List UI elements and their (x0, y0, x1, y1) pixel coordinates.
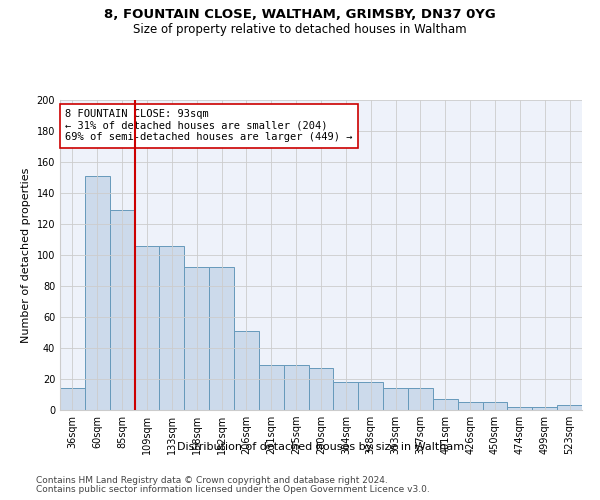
Text: 8 FOUNTAIN CLOSE: 93sqm
← 31% of detached houses are smaller (204)
69% of semi-d: 8 FOUNTAIN CLOSE: 93sqm ← 31% of detache… (65, 110, 353, 142)
Text: 8, FOUNTAIN CLOSE, WALTHAM, GRIMSBY, DN37 0YG: 8, FOUNTAIN CLOSE, WALTHAM, GRIMSBY, DN3… (104, 8, 496, 20)
Bar (284, 365, 308, 410)
Bar (60, 388, 85, 410)
Bar (184, 268, 209, 410)
Y-axis label: Number of detached properties: Number of detached properties (21, 168, 31, 342)
Text: Distribution of detached houses by size in Waltham: Distribution of detached houses by size … (178, 442, 464, 452)
Bar (160, 246, 184, 410)
Bar (358, 382, 383, 410)
Text: Contains public sector information licensed under the Open Government Licence v3: Contains public sector information licen… (36, 485, 430, 494)
Text: Contains HM Land Registry data © Crown copyright and database right 2024.: Contains HM Land Registry data © Crown c… (36, 476, 388, 485)
Bar (508, 407, 532, 410)
Bar (234, 331, 259, 410)
Bar (334, 382, 358, 410)
Bar (110, 210, 134, 410)
Bar (383, 388, 408, 410)
Bar (433, 399, 458, 410)
Bar (134, 246, 160, 410)
Bar (85, 176, 110, 410)
Bar (408, 388, 433, 410)
Bar (209, 268, 234, 410)
Bar (308, 368, 334, 410)
Text: Size of property relative to detached houses in Waltham: Size of property relative to detached ho… (133, 22, 467, 36)
Bar (458, 402, 482, 410)
Bar (259, 365, 284, 410)
Bar (557, 406, 582, 410)
Bar (532, 407, 557, 410)
Bar (482, 402, 508, 410)
